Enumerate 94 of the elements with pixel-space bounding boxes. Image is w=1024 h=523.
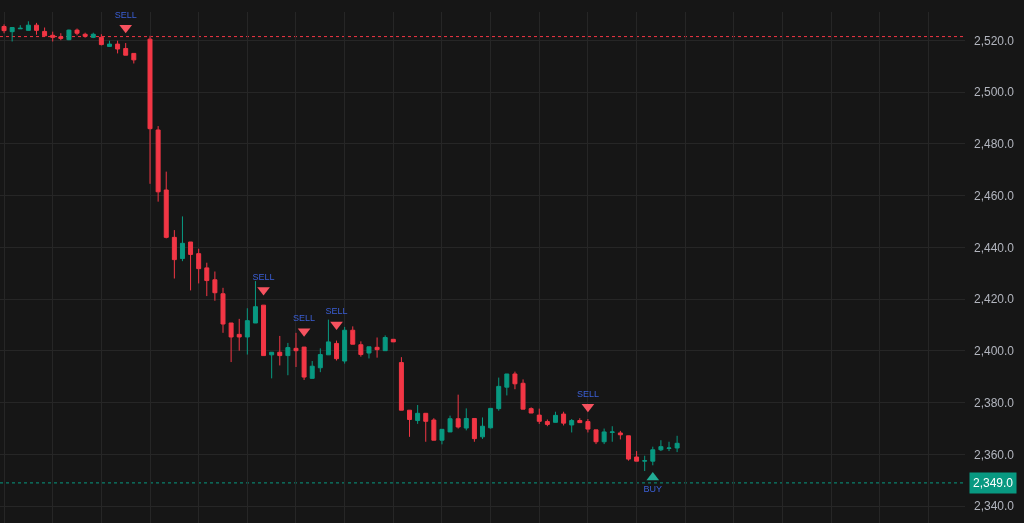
candlestick [398,356,404,411]
candlestick [390,338,396,343]
y-tick-label: 2,440.0 [974,240,1015,255]
candlestick [415,404,421,425]
candlestick [325,319,331,356]
candlestick [447,415,453,433]
candlestick [123,42,129,56]
candlestick [504,373,510,396]
candlestick [480,416,485,440]
candlestick [293,332,299,368]
point [330,321,343,331]
candlestick [439,428,445,445]
candlestick [155,125,161,203]
candlestick [261,304,267,357]
candlestick [366,346,372,359]
candlestick [252,280,258,324]
candlestick [431,417,437,441]
candlestick [561,411,567,426]
candlestick [334,340,340,362]
candlestick [512,371,518,390]
candlestick [236,318,242,352]
candlestick [666,441,672,452]
candlestick [269,351,275,379]
candlestick [74,28,80,36]
candlestick [9,27,15,42]
candlestick [131,52,137,64]
candlestick [82,32,88,39]
candlestick [593,429,599,445]
candlestick [407,409,412,438]
candlestick [374,336,380,359]
data-label: SELL [325,306,348,317]
candlestick [171,229,177,279]
candlestick [163,171,169,239]
candlestick [585,418,591,433]
candlestick [520,378,526,410]
candlestick [115,40,121,54]
candlestick [569,418,575,433]
candlestick [528,406,534,414]
y-tick-label: 2,520.0 [974,33,1015,48]
y-tick-label: 2,420.0 [974,292,1015,307]
candlestick [1,23,7,34]
candlestick [423,412,429,443]
candlestick [488,407,494,430]
candlestick [285,342,291,376]
candlestick [674,435,680,453]
candlestick [658,439,664,452]
candlestick [228,322,234,363]
y-tick-label: 2,380.0 [974,395,1015,410]
data-label: SELL [114,9,137,20]
candlestick [244,307,250,356]
candlestick [25,20,31,31]
candlestick [66,29,72,41]
candlestick [544,419,550,427]
data-label: BUY [643,484,663,495]
ref-line-label: 2,349.0 [973,476,1014,490]
y-tick-label: 2,360.0 [974,447,1015,462]
candlestick [471,417,477,443]
y-tick-label: 2,460.0 [974,188,1015,203]
candlestick [301,346,307,381]
y-tick-label: 2,400.0 [974,344,1015,359]
candlestick [106,40,112,47]
candlestick [536,408,542,425]
candlestick [220,287,226,334]
candlestick [617,430,623,440]
candlestick [188,241,194,291]
y-tick-label: 2,500.0 [974,85,1015,100]
candlestick [601,428,607,445]
candlestick [204,262,210,297]
candlestick [358,340,364,358]
candlestick [277,335,283,366]
candlestick [553,411,558,423]
candlestick [317,347,323,373]
candlestick [577,417,583,424]
data-label: SELL [576,388,599,399]
candlestick [212,271,218,302]
candlestick [642,455,648,472]
candlestick [625,435,631,462]
candlestick [90,32,96,39]
data-label: SELL [293,313,316,324]
candlestick [455,394,461,430]
candlestick [382,334,388,352]
candlestick [496,377,502,412]
candlestick [634,450,640,462]
candlestick [196,248,202,284]
candlestick [309,360,315,379]
data-label: SELL [252,271,275,282]
y-tick-label: 2,340.0 [974,499,1015,514]
y-tick-label: 2,480.0 [974,137,1015,152]
candlestick [463,407,469,431]
candlestick [650,446,656,466]
candlestick [350,325,356,345]
candlestick [342,326,348,365]
candlestick [179,215,185,262]
candlestick [609,425,615,443]
